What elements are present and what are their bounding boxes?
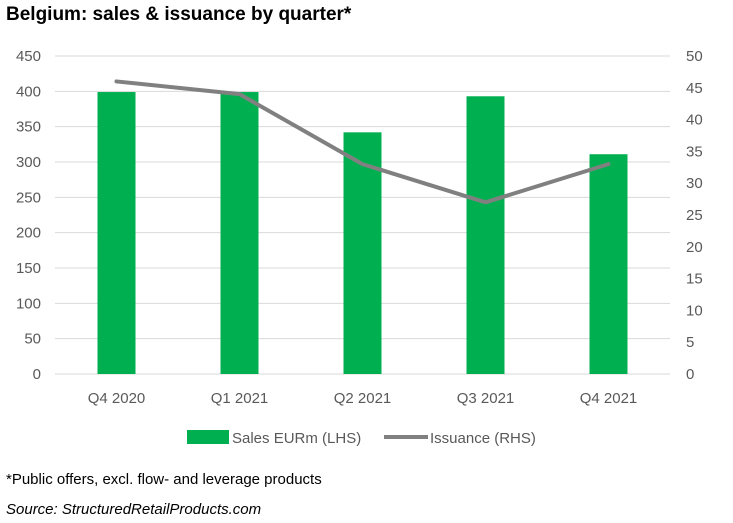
- left-axis-tick-label: 450: [16, 48, 41, 65]
- right-axis-tick-label: 20: [686, 239, 703, 256]
- left-axis-ticks: 0 50 100 150 200 250 300 350 400 450: [16, 48, 41, 383]
- legend-swatch-sales: [187, 430, 229, 444]
- right-axis-tick-label: 40: [686, 112, 703, 129]
- x-axis-tick-label: Q3 2021: [457, 390, 515, 407]
- x-axis-tick-label: Q2 2021: [334, 390, 392, 407]
- sales-bar: [589, 154, 628, 374]
- right-axis-tick-label: 35: [686, 143, 703, 160]
- left-axis-tick-label: 150: [16, 260, 41, 277]
- sales-bar: [343, 132, 382, 374]
- legend-label-sales: Sales EURm (LHS): [232, 430, 361, 447]
- right-axis-tick-label: 25: [686, 207, 703, 224]
- sales-bar: [97, 92, 136, 374]
- left-axis-tick-label: 100: [16, 295, 41, 312]
- left-axis-tick-label: 50: [24, 331, 41, 348]
- right-axis-tick-label: 50: [686, 48, 703, 65]
- left-axis-tick-label: 0: [33, 366, 41, 383]
- right-axis-tick-label: 5: [686, 334, 694, 351]
- right-axis-ticks: 0 5 10 15 20 25 30 35 40 45 50: [686, 48, 703, 383]
- left-axis-tick-label: 200: [16, 225, 41, 242]
- left-axis-tick-label: 250: [16, 189, 41, 206]
- x-axis-ticks: Q4 2020 Q1 2021 Q2 2021 Q3 2021 Q4 2021: [88, 390, 638, 407]
- chart-title: Belgium: sales & issuance by quarter*: [6, 4, 352, 25]
- footnote: *Public offers, excl. flow- and leverage…: [6, 471, 322, 488]
- source-note: Source: StructuredRetailProducts.com: [6, 501, 262, 518]
- right-axis-tick-label: 15: [686, 271, 703, 288]
- left-axis-tick-label: 400: [16, 83, 41, 100]
- combo-chart: 0 50 100 150 200 250 300 350 400 450 0 5 10 15 20 25 30…: [16, 48, 703, 447]
- x-axis-tick-label: Q4 2021: [580, 390, 638, 407]
- legend-label-issuance: Issuance (RHS): [430, 430, 536, 447]
- x-axis-tick-label: Q1 2021: [211, 390, 269, 407]
- sales-bar: [220, 92, 259, 374]
- right-axis-tick-label: 45: [686, 80, 703, 97]
- legend: Sales EURm (LHS) Issuance (RHS): [187, 430, 536, 447]
- right-axis-tick-label: 30: [686, 175, 703, 192]
- right-axis-tick-label: 10: [686, 302, 703, 319]
- right-axis-tick-label: 0: [686, 366, 694, 383]
- left-axis-tick-label: 300: [16, 154, 41, 171]
- sales-bars: [97, 92, 628, 374]
- sales-bar: [466, 96, 505, 374]
- issuance-line-layer: [114, 79, 611, 205]
- left-axis-tick-label: 350: [16, 119, 41, 136]
- x-axis-tick-label: Q4 2020: [88, 390, 146, 407]
